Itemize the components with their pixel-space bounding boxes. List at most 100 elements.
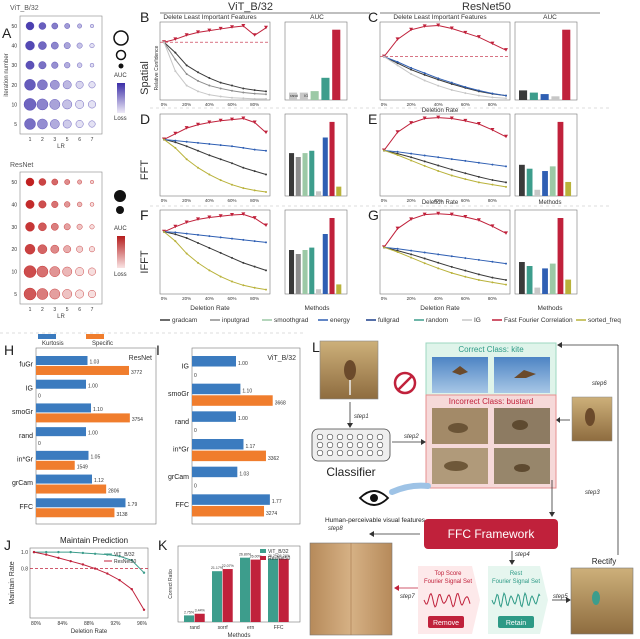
auc-bar — [321, 77, 330, 100]
y-tick: 1.0 — [21, 550, 28, 556]
series-marker — [265, 191, 267, 194]
series-marker — [450, 168, 453, 171]
ffc-marker — [196, 122, 200, 127]
series-line — [383, 56, 507, 97]
step5-arrow-head — [566, 597, 571, 603]
series-marker — [242, 261, 245, 264]
auc-bar — [322, 137, 328, 196]
specific-value: 3772 — [131, 370, 142, 376]
prohibition-icon-slash — [397, 375, 413, 391]
line-chart-G: 0% 20% 40% 60% 80% — [379, 209, 511, 301]
series-marker — [174, 231, 177, 234]
series-marker — [265, 269, 267, 272]
series-marker — [231, 162, 233, 165]
classifier-node — [376, 449, 384, 457]
series-marker — [174, 58, 177, 61]
bubble-y-tick: 40 — [11, 44, 17, 50]
auc-bar — [540, 94, 549, 100]
bubble-y-tick: 5 — [14, 122, 17, 128]
ffc-marker — [196, 30, 200, 34]
panel-b-auc-title: AUC — [310, 14, 324, 21]
bubble — [77, 23, 83, 29]
auc-bar — [310, 91, 319, 100]
series-marker — [197, 233, 199, 236]
step6-arrow-head — [557, 342, 562, 348]
bubble — [23, 287, 37, 301]
panel-letter-g: G — [368, 207, 379, 223]
bubble — [75, 120, 84, 128]
bubble — [24, 243, 36, 255]
series-marker — [491, 163, 494, 166]
bubble-y-tick: 10 — [11, 102, 17, 108]
line-chart-F: 0% 20% 40% 60% 80% — [159, 209, 271, 301]
kurtosis-bar — [36, 498, 126, 508]
kurtosis-value: 1.05 — [91, 454, 101, 460]
x-tick: ern — [247, 625, 254, 631]
rest-label-2: Fourier Signal Set — [492, 579, 540, 585]
series-marker — [437, 169, 440, 172]
plot-frame — [159, 209, 271, 295]
series-marker — [197, 71, 199, 74]
ffc-marker — [173, 224, 178, 229]
category-label: rand — [175, 419, 189, 426]
kurtosis-bar — [192, 383, 241, 395]
legend-label: Fast Fourier Correlation — [504, 317, 573, 324]
specific-bar — [36, 508, 115, 518]
series-marker — [231, 84, 233, 87]
bubble — [49, 266, 61, 277]
series-marker — [242, 146, 245, 149]
ffc-marker — [207, 120, 212, 124]
series-marker — [265, 241, 267, 244]
series-marker — [93, 552, 97, 555]
auc-bar — [316, 191, 322, 196]
bubble — [88, 120, 96, 128]
auc-bar — [302, 250, 308, 294]
bar-value-label: 3.44% — [195, 609, 206, 613]
bustard-bird-3 — [444, 461, 468, 471]
x-tick: 60% — [461, 296, 470, 301]
bubble-x-tick: 7 — [91, 307, 94, 313]
series-marker — [69, 559, 72, 563]
specific-value: 0 — [194, 373, 197, 379]
bubble — [75, 80, 84, 89]
series-marker — [396, 154, 399, 156]
kurtosis-value: 1.77 — [272, 499, 282, 505]
kurtosis-value: 1.79 — [128, 502, 138, 508]
panel-letter-f: F — [140, 207, 149, 223]
remove-button — [428, 616, 464, 628]
ffc-marker — [422, 116, 427, 121]
top-score-label-1: Top Score — [434, 571, 462, 577]
bubble — [51, 178, 59, 186]
x-tick: 20% — [407, 198, 416, 203]
bubble — [49, 288, 61, 300]
auc-bar — [551, 96, 560, 100]
series-marker — [464, 275, 467, 278]
category-label: IG — [26, 385, 33, 392]
series-marker — [464, 257, 467, 260]
series-marker — [197, 90, 199, 93]
ffc-marker — [184, 220, 189, 224]
step8-arrow-head — [369, 531, 374, 537]
input-bird-shape — [344, 360, 356, 380]
series-line — [383, 246, 507, 265]
panel-g-x-label: Deletion Rate — [420, 305, 460, 312]
series-marker — [410, 66, 413, 69]
specific-value: 3274 — [266, 511, 277, 517]
panel-h-kurtosis-resnet: ResNet Kurtosis Specific fuGr 1.03 3772 IG 1.00… — [12, 334, 157, 525]
auc-bar — [542, 171, 548, 196]
classifier-node — [336, 433, 344, 441]
panel-b-y-label: Relative Confidence — [154, 45, 160, 90]
category-label: in*Gr — [17, 457, 34, 464]
series-marker — [477, 175, 480, 178]
bar-value-label: 26.00% — [250, 555, 263, 559]
bubble — [37, 244, 48, 254]
ffc-marker — [241, 212, 246, 216]
auc-bar — [565, 279, 572, 294]
classifier-node — [366, 441, 374, 449]
bubble — [75, 267, 85, 276]
x-tick: 96% — [137, 621, 148, 627]
step4-arrow-head — [509, 560, 515, 565]
panel-e-x-label: Deletion Rate — [422, 200, 459, 206]
line-chart-B: 0% 20% 40% 60% 80% — [159, 21, 271, 107]
x-tick: 0% — [161, 296, 168, 301]
